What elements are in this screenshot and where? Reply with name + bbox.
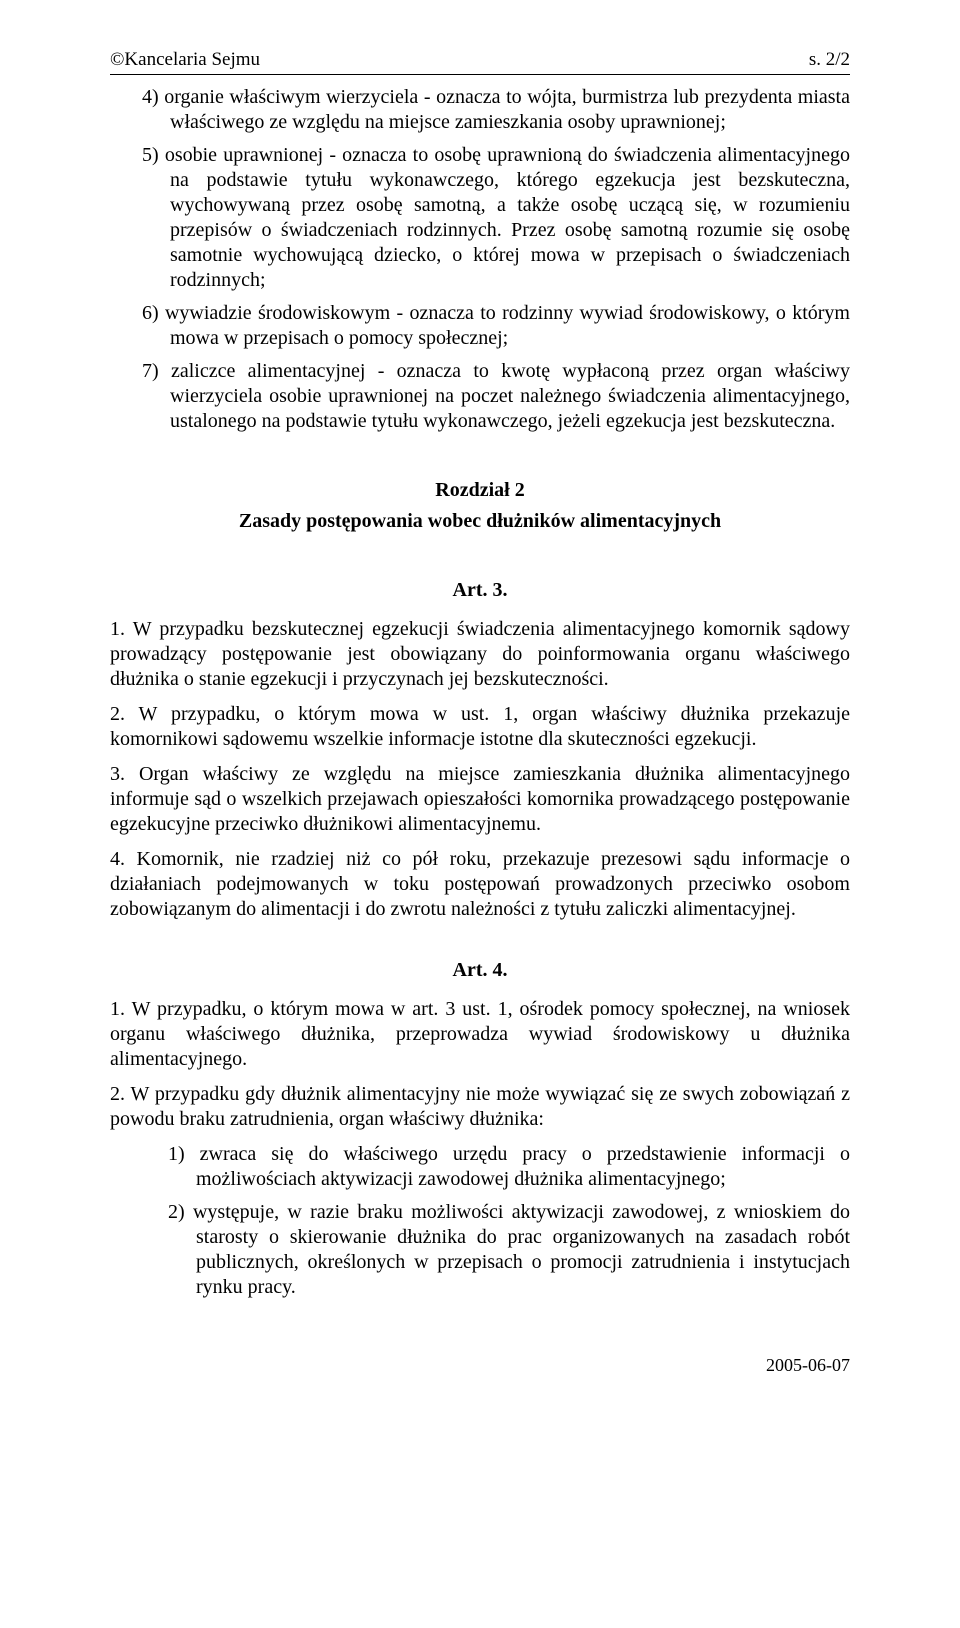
article-3-title: Art. 3.: [110, 578, 850, 603]
definition-item-4: 4) organie właściwym wierzyciela - oznac…: [110, 85, 850, 135]
definition-item-5: 5) osobie uprawnionej - oznacza to osobę…: [110, 143, 850, 293]
art3-para-2: 2. W przypadku, o którym mowa w ust. 1, …: [110, 702, 850, 752]
header-left: ©Kancelaria Sejmu: [110, 48, 260, 72]
art4-para-2: 2. W przypadku gdy dłużnik alimentacyjny…: [110, 1082, 850, 1132]
art3-para-4: 4. Komornik, nie rzadziej niż co pół rok…: [110, 847, 850, 922]
art4-para-2-item-2: 2) występuje, w razie braku możliwości a…: [110, 1200, 850, 1300]
definition-item-7: 7) zaliczce alimentacyjnej - oznacza to …: [110, 359, 850, 434]
art4-para-2-item-1: 1) zwraca się do właściwego urzędu pracy…: [110, 1142, 850, 1192]
page-header: ©Kancelaria Sejmu s. 2/2: [110, 48, 850, 75]
art3-para-1: 1. W przypadku bezskutecznej egzekucji ś…: [110, 617, 850, 692]
chapter-2-title: Rozdział 2: [110, 478, 850, 503]
chapter-2-subtitle: Zasady postępowania wobec dłużników alim…: [110, 509, 850, 534]
definition-item-6: 6) wywiadzie środowiskowym - oznacza to …: [110, 301, 850, 351]
art4-para-1: 1. W przypadku, o którym mowa w art. 3 u…: [110, 997, 850, 1072]
art3-para-3: 3. Organ właściwy ze względu na miejsce …: [110, 762, 850, 837]
header-right: s. 2/2: [809, 48, 850, 72]
page-footer-date: 2005-06-07: [110, 1354, 850, 1377]
article-4-title: Art. 4.: [110, 958, 850, 983]
